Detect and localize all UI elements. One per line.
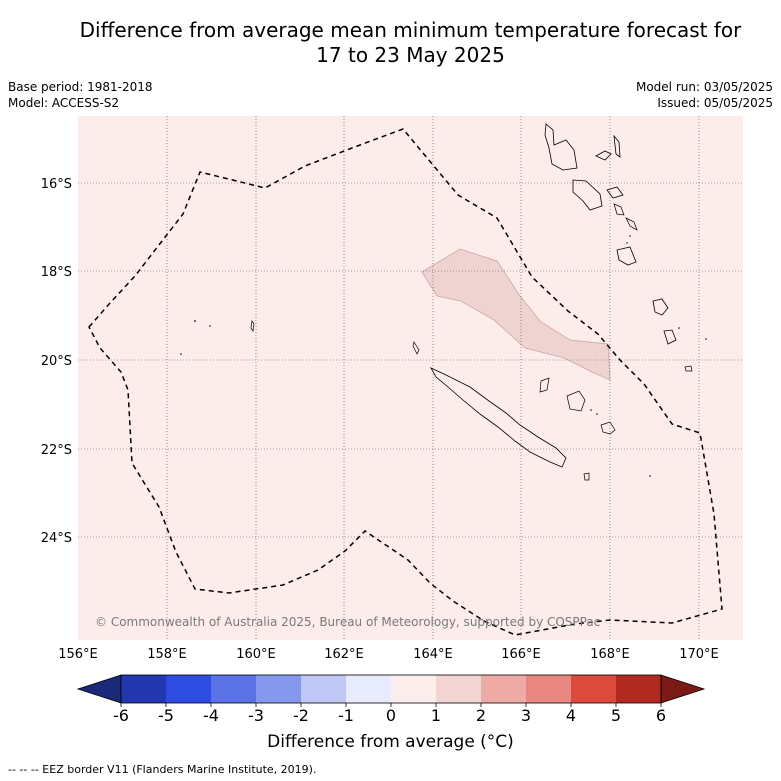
colorbar-segment [121,675,166,703]
isle-of-pines [583,472,590,481]
lon-label: 170°E [679,647,719,662]
new-caledonia-islet [412,341,420,355]
colorbar-tick-label: 6 [656,706,666,725]
colorbar-tick-label: 3 [521,706,531,725]
colorbar-segment [526,675,571,703]
lon-label: 160°E [236,647,276,662]
colorbar-tick-label: 0 [386,706,396,725]
colorbar-tick-label: -4 [203,706,219,725]
copyright-notice: © Commonwealth of Australia 2025, Bureau… [95,615,600,629]
gridlines [78,116,743,640]
lon-label: 162°E [324,647,364,662]
colorbar-tick-label: 5 [611,706,621,725]
colorbar-tick-label: -1 [338,706,354,725]
lon-label: 164°E [413,647,453,662]
colorbar-extend-high [660,674,706,704]
colorbar-segment [481,675,526,703]
model-run: Model run: 03/05/2025 [635,80,773,94]
new-caledonia-island [430,367,567,468]
vanuatu-malekula [572,179,603,211]
issued-date: Issued: 05/05/2025 [657,96,773,110]
colorbar-tick-label: -3 [248,706,264,725]
base-period: Base period: 1981-2018 [8,80,153,94]
colorbar-segment [391,675,436,703]
map-title: Difference from average mean minimum tem… [0,18,781,68]
lon-label: 168°E [590,647,630,662]
lat-label: 24°S [41,531,72,546]
eez-border [88,128,723,636]
title-line-2: 17 to 23 May 2025 [316,43,505,67]
vanuatu-tanna [663,329,677,345]
colorbar-extend-low [76,674,122,704]
colorbar-segment [571,675,616,703]
small-islet-dots [180,235,707,477]
colorbar-segment [346,675,391,703]
vanuatu-erromango [652,298,669,316]
model-name: Model: ACCESS-S2 [8,96,120,110]
lat-label: 20°S [41,354,72,369]
colorbar-segment [166,675,211,703]
lat-label: 16°S [41,177,72,192]
colorbar-segment [211,675,256,703]
colorbar-tick-label: -6 [113,706,129,725]
colorbar-tick-label: 1 [431,706,441,725]
chesterfield-islet [250,320,255,332]
colorbar: -6 -5 -4 -3 -2 -1 0 1 2 3 4 5 6 [76,674,706,725]
lat-label: 22°S [41,443,72,458]
vanuatu-aneityum [684,365,693,372]
colorbar-segment [436,675,481,703]
lon-axis-labels: 156°E 158°E 160°E 162°E 164°E 166°E 168°… [58,647,719,662]
vanuatu-ambae [595,150,612,161]
colorbar-segment [256,675,301,703]
lon-label: 166°E [501,647,541,662]
colorbar-segment [616,675,661,703]
loyalty-island-3 [600,421,616,435]
lon-label: 156°E [58,647,98,662]
colorbar-tick-label: 2 [476,706,486,725]
eez-legend-note: -- -- -- EEZ border V11 (Flanders Marine… [8,763,317,776]
loyalty-island-1 [539,377,550,393]
colorbar-tick-label: -5 [158,706,174,725]
lon-label: 158°E [147,647,187,662]
vanuatu-small-islands [613,203,638,231]
lat-axis-labels: 16°S 18°S 20°S 22°S 24°S [41,177,72,546]
map-background [78,116,743,640]
colorbar-segment [301,675,346,703]
title-line-1: Difference from average mean minimum tem… [79,18,742,42]
vanuatu-ambrym [606,186,624,199]
vanuatu-pentecost [613,134,621,158]
colorbar-tick-label: -2 [293,706,309,725]
meta-right: Model run: 03/05/2025 Issued: 05/05/2025 [636,79,773,111]
vanuatu-efate [616,246,637,266]
vanuatu-espiritu-santo [544,123,578,171]
colorbar-label: Difference from average (°C) [267,732,514,752]
colorbar-tick-label: 4 [566,706,576,725]
loyalty-island-2 [566,390,586,412]
meta-left: Base period: 1981-2018 Model: ACCESS-S2 [8,79,153,111]
lat-label: 18°S [41,265,72,280]
